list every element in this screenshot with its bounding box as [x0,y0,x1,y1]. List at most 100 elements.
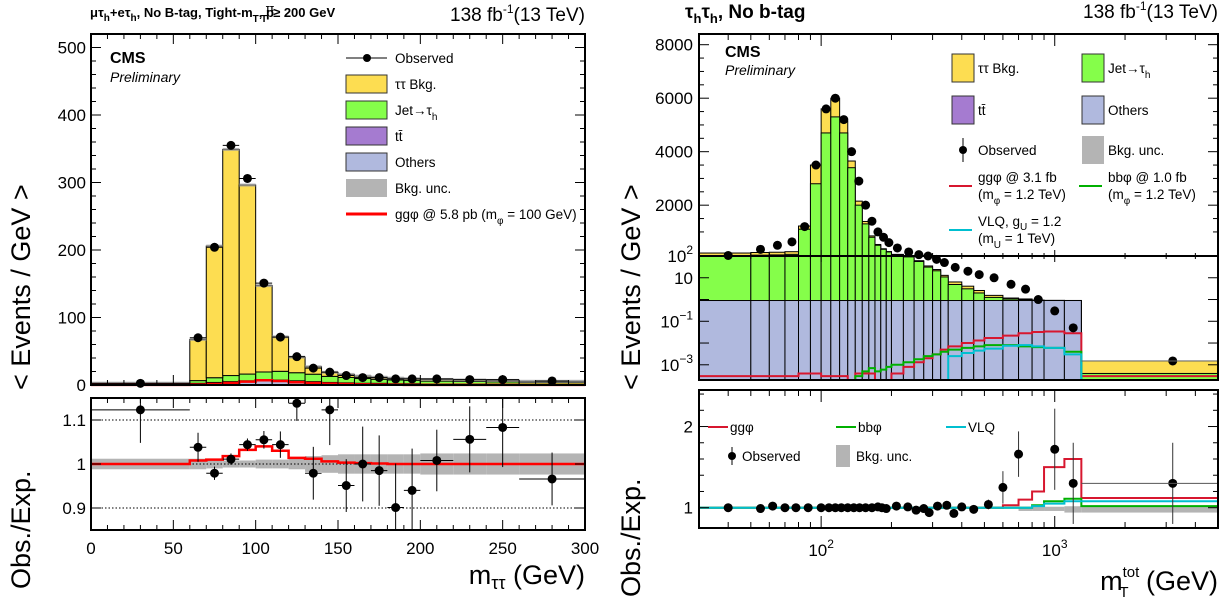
legend-item: Jet→τh [1081,53,1150,83]
legend-item: Observed [959,138,1037,162]
legend-label: ττ Bkg. [395,77,436,92]
bar-others [750,300,770,381]
observed-point [932,254,942,264]
bar-others [809,300,822,381]
observed-point [275,332,285,342]
unc-band [1018,506,1033,511]
observed-point [465,375,475,385]
observed-point [358,373,368,383]
observed-point [498,422,508,432]
legend-label: ττ Bkg. [978,61,1019,76]
right-ylabel: < Events / GeV > [616,184,646,390]
legend-swatch [951,95,975,125]
observed-point [949,508,959,518]
legend-item: VLQ, gU = 1.2(mU = 1 TeV) [949,214,1061,251]
legend-item: tt̄ [345,126,403,146]
observed-point [135,405,145,415]
legend-label: VLQ [968,420,995,435]
left-ratio-ylabel: Obs./Exp. [6,470,36,589]
legend-swatch [346,179,387,197]
observed-point [226,454,236,464]
legend-label: bbφ [858,420,882,435]
bar-others [820,300,832,381]
series-others [698,300,1082,381]
observed-point [816,503,826,513]
legend-swatch [1081,53,1105,83]
observed-point [308,363,318,373]
observed-point [432,374,442,384]
left-preliminary-label: Preliminary [110,69,181,85]
observed-point [259,278,269,288]
observed-point [873,227,883,237]
legend-item: Others [1081,95,1149,125]
right-ratio-ylabel: Obs./Exp. [616,478,646,597]
observed-point [772,240,782,250]
bar-others [830,300,841,381]
bar-others [1031,300,1045,381]
legend-item: Others [345,152,436,172]
observed-point [1021,284,1031,294]
unc-band [189,458,207,470]
bar-jeth [321,375,339,383]
ytick-label: 10−1 [660,308,693,331]
bar-others [913,300,925,381]
legend-swatch [836,445,850,467]
legend-item: ττ Bkg. [345,74,436,94]
observed-point [811,160,821,170]
legend-marker [363,54,371,62]
observed-point [884,238,894,248]
observed-point [465,434,475,444]
legend-item: ggφ @ 5.8 pb (mφ = 100 GeV) [346,207,577,227]
observed-point [974,270,984,280]
observed-point [903,502,913,512]
observed-point [854,176,864,186]
legend-label: VLQ, gU = 1.2 [978,214,1061,233]
ytick-label: 1 [684,499,693,518]
right-legend: ττ Bkg. Jet→τh tt̄ Others Observed Bkg. unc. g… [949,53,1196,251]
bar-jeth [288,372,306,382]
bar-others [1018,300,1033,381]
observed-point [963,266,973,276]
observed-point [407,485,417,495]
legend-label: Others [1108,103,1149,118]
bar-others [698,300,752,381]
legend-item: tt̄ [951,95,986,125]
observed-point [989,273,999,283]
right-lumi: 138 fb-1(13 TeV) [1083,0,1218,23]
xtick-label: 100 [241,539,269,558]
bar-others [768,300,786,381]
ytick-label: 0 [77,376,86,395]
unc-band [1081,506,1218,513]
legend-label: Bkg. unc. [856,449,912,464]
ytick-label: 2 [684,418,693,437]
xtick-label: 250 [488,539,516,558]
legend-swatch [1081,95,1105,125]
legend-item: ττ Bkg. [951,53,1019,83]
observed-point [547,474,557,484]
legend-item: Bkg. unc. [1082,136,1164,164]
observed-point [1068,478,1078,488]
bar-others [839,300,849,381]
observed-point [358,459,368,469]
observed-point [867,216,877,226]
observed-point [275,440,285,450]
observed-point [755,504,765,514]
observed-point [787,237,797,247]
legend-item: Observed [346,51,454,66]
right-main-plot: 2000 4000 6000 8000 102 10 10−1 10−3 [655,33,1219,381]
observed-point [933,501,943,511]
observed-point [1050,306,1060,316]
left-cms-label: CMS [110,50,146,67]
legend-item: Observed [728,447,801,465]
observed-point [861,503,871,513]
bar-others [847,300,856,381]
bar-others [784,300,800,381]
ytick-label: 200 [58,241,86,260]
observed-point [780,503,790,513]
observed-point [755,244,765,254]
observed-point [1068,323,1078,333]
observed-point [1050,444,1060,454]
ytick-label: 100 [58,309,86,328]
observed-point [942,500,952,510]
